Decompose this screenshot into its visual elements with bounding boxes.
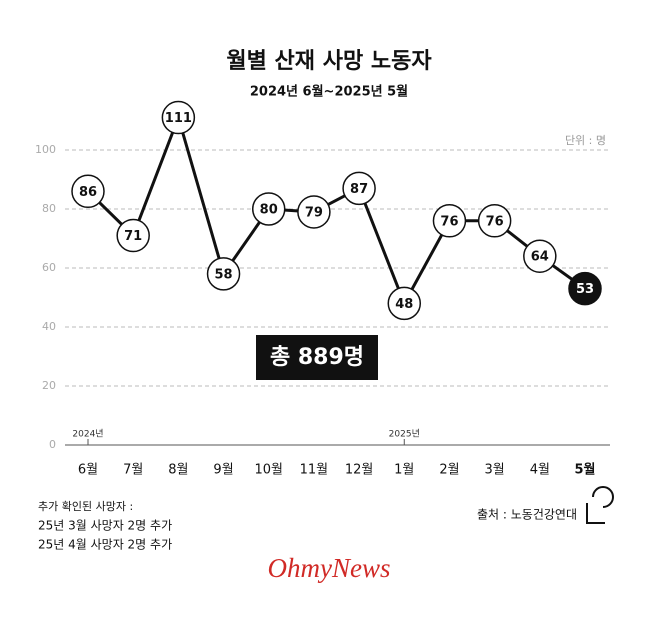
note: 추가 확인된 사망자 :	[38, 500, 133, 513]
y-tick-label: 100	[35, 143, 56, 156]
point	[477, 204, 512, 238]
x-tick-label: 9월	[213, 463, 233, 478]
y-tick-label: 40	[42, 320, 56, 333]
point	[342, 171, 376, 206]
data-label: 76	[486, 214, 504, 229]
point	[297, 195, 331, 229]
x-tick-label: 12월	[345, 463, 374, 478]
note: 25년 4월 사망자 2명 추가	[38, 538, 172, 552]
icon-stroke	[592, 486, 614, 508]
data-label: 79	[305, 205, 323, 220]
annotation-box	[256, 335, 378, 380]
icon-stroke	[586, 503, 605, 524]
point	[568, 271, 602, 306]
data-label: 48	[395, 297, 413, 312]
x-tick-label: 11월	[300, 463, 329, 478]
point	[116, 218, 150, 253]
point	[523, 239, 557, 273]
line	[86, 116, 586, 305]
unit-label: 단위 : 명	[565, 134, 606, 147]
source: 출처 : 노동건강연대	[477, 508, 577, 522]
point	[251, 192, 286, 226]
point	[161, 100, 196, 135]
x-tick-label: 4월	[530, 463, 550, 478]
source-icon	[586, 486, 614, 524]
logo: OhmyNews	[268, 553, 391, 583]
x-group-label: 2024년	[72, 429, 103, 440]
x-tick-label: 5월	[574, 462, 595, 478]
x-tick-label: 7월	[123, 463, 143, 478]
y-tick-label: 80	[42, 202, 56, 215]
y-tick-label: 60	[42, 261, 56, 274]
note: 25년 3월 사망자 2명 추가	[38, 519, 172, 533]
chart-title: 월별 산재 사망 노동자	[226, 49, 432, 74]
data-label: 64	[531, 250, 549, 265]
chart-subtitle: 2024년 6월~2025년 5월	[250, 84, 408, 100]
x-tick-label: 8월	[168, 463, 188, 478]
y-tick-label: 0	[49, 438, 56, 451]
annotation: 총 889명	[270, 345, 364, 370]
y-tick-label: 20	[42, 379, 56, 392]
x-tick-label: 2월	[439, 463, 459, 478]
data-label: 80	[260, 203, 278, 218]
x-group-label: 2025년	[389, 429, 420, 440]
data-label: 71	[124, 229, 142, 244]
data-label: 86	[79, 185, 97, 200]
point	[206, 257, 241, 291]
point	[387, 286, 422, 321]
data-label: 58	[214, 267, 232, 282]
x-tick-label: 10월	[254, 463, 283, 478]
data-label: 111	[165, 111, 192, 126]
data-label: 87	[350, 182, 368, 197]
x-tick-label: 1월	[394, 463, 414, 478]
data-label: 53	[576, 282, 594, 297]
point	[71, 174, 105, 209]
x-tick-label: 6월	[78, 463, 98, 478]
data-label: 76	[440, 214, 458, 229]
notes: 추가 확인된 사망자 : 25년 3월 사망자 2명 추가 25년 4월 사망자…	[38, 500, 172, 552]
point	[432, 204, 467, 238]
x-tick-label: 3월	[485, 463, 505, 478]
